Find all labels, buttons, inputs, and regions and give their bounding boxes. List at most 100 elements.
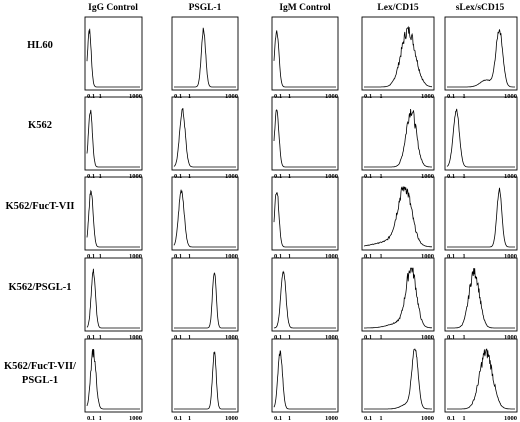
histogram-curve [273,270,336,329]
x-tick-label: 1000 [325,93,338,100]
x-tick-label: 1000 [225,415,238,422]
panel-frame [361,176,435,251]
histogram-curve [364,348,432,410]
x-tick-label: 1000 [129,253,142,260]
histogram-curve [173,107,236,168]
x-tick-label: 1 [188,173,191,180]
x-tick-label: 1000 [325,334,338,341]
x-tick-label: 1000 [225,334,238,341]
x-tick-label: 1 [288,253,291,260]
x-tick-label: 0.1 [364,253,372,260]
x-tick-label: 1 [188,253,191,260]
panel-frame [361,257,435,332]
histogram-curve [86,268,140,329]
histogram-panel: 0.1 1 1000 [361,16,435,100]
histogram-curve [273,30,336,88]
histogram-panel: 0.1 1 1000 [271,176,339,260]
histogram-curve [446,108,515,168]
x-tick-label: 0.1 [174,173,182,180]
histogram-panel: 0.1 1 1000 [84,176,143,260]
x-tick-label: 1000 [225,93,238,100]
x-tick-label: 1000 [325,253,338,260]
x-tick-label: 1 [188,93,191,100]
column-headers: IgG Control PSGL-1 IgM Control Lex/CD15 … [88,3,504,13]
x-tick-label: 1 [379,93,382,100]
x-tick-label: 0.1 [87,173,95,180]
x-tick-label: 1 [188,415,191,422]
x-tick-label: 0.1 [274,173,282,180]
histogram-panel: 0.1 1 1000 [271,257,339,341]
histogram-curve [174,27,236,88]
panel-frame [271,176,339,251]
x-tick-label: 1000 [504,334,517,341]
x-tick-label: 1000 [504,253,517,260]
x-tick-label: 1000 [129,93,142,100]
x-tick-label: 1 [379,253,382,260]
column-header-igm-control: IgM Control [279,3,331,13]
histogram-panel: 0.1 1 1000 [361,96,435,180]
histogram-panel: 0.1 1 1000 [84,257,143,341]
histogram-curve [273,350,336,410]
x-tick-label: 1 [288,415,291,422]
x-tick-label: 1000 [225,173,238,180]
histogram-curve [174,272,236,329]
histogram-panel: 0.1 1 1000 [271,338,339,422]
panel-frame [271,96,339,171]
histogram-curve [447,268,515,329]
row-label: K562/FucT-VII [5,201,74,212]
x-tick-label: 1 [379,173,382,180]
x-tick-label: 1 [462,415,465,422]
column-header-psgl-1: PSGL-1 [189,3,222,13]
x-tick-label: 1 [99,93,102,100]
x-tick-label: 1 [288,173,291,180]
x-tick-label: 0.1 [274,253,282,260]
histogram-curve [447,29,515,88]
x-tick-label: 0.1 [274,93,282,100]
x-tick-label: 1 [288,334,291,341]
histogram-panel: 0.1 1 1000 [271,16,339,100]
x-tick-label: 1 [462,253,465,260]
x-tick-label: 0.1 [174,334,182,341]
histogram-curve [174,351,236,410]
x-tick-label: 0.1 [364,93,372,100]
x-tick-label: 1 [379,415,382,422]
x-tick-label: 0.1 [87,415,95,422]
panel-frame [361,338,435,413]
x-tick-label: 0.1 [447,93,455,100]
histogram-panel: 0.1 1 1000 [171,257,239,341]
x-tick-label: 0.1 [447,415,455,422]
row-label: K562/FucT-VII/ [4,361,77,372]
panel-frame [171,338,239,413]
x-tick-label: 0.1 [364,173,372,180]
x-tick-label: 1000 [504,415,517,422]
x-tick-label: 1 [99,253,102,260]
panel-frame [271,338,339,413]
histogram-panel: 0.1 1 1000 [361,257,435,341]
histogram-curve [86,189,140,248]
x-tick-label: 1 [462,173,465,180]
histogram-curve [447,348,515,410]
x-tick-label: 0.1 [87,93,95,100]
x-tick-label: 0.1 [364,415,372,422]
histogram-panel: 0.1 1 1000 [171,338,239,422]
x-tick-label: 0.1 [87,253,95,260]
panel-frame [444,176,518,251]
histogram-curve [86,109,140,168]
x-tick-label: 0.1 [174,253,182,260]
x-tick-label: 0.1 [447,173,455,180]
x-tick-label: 1 [188,334,191,341]
x-tick-label: 1 [288,93,291,100]
x-tick-label: 0.1 [274,415,282,422]
panel-frame [84,338,143,413]
x-tick-label: 0.1 [364,334,372,341]
row-label: K562 [28,120,52,131]
x-tick-label: 1 [462,93,465,100]
histogram-curve [447,187,515,248]
x-tick-label: 1000 [504,173,517,180]
x-tick-label: 1000 [504,93,517,100]
panel-frame [171,96,239,171]
x-tick-label: 1 [462,334,465,341]
row-labels: HL60 K562 K562/FucT-VII K562/PSGL-1 K562/Fuc… [4,40,77,386]
histogram-curve [173,189,236,248]
